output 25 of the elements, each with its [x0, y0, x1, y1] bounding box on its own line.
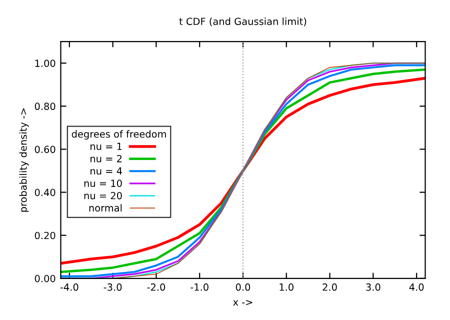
x-tick-label: -2.0	[147, 283, 166, 291]
x-tick-label: -4.0	[60, 283, 78, 291]
legend-label: nu = 2	[90, 154, 122, 162]
x-tick-label: 0.0	[236, 283, 250, 291]
y-tick-label: 0.60	[34, 146, 56, 154]
legend-label: nu = 1	[90, 142, 122, 150]
x-axis-title: x ->	[233, 300, 252, 306]
legend-label: normal	[89, 204, 122, 212]
legend-label: nu = 4	[90, 167, 122, 175]
legend-label: nu = 20	[84, 192, 122, 200]
y-tick-label: 0.00	[34, 274, 56, 282]
x-tick-label: -3.0	[104, 283, 122, 291]
x-tick-label: 3.0	[366, 283, 380, 291]
y-tick-label: 0.80	[34, 102, 56, 110]
y-axis-title: probability density ->	[19, 108, 29, 212]
x-tick-label: 4.0	[409, 283, 424, 291]
legend-title: degrees of freedom	[72, 130, 166, 140]
x-tick-label: 1.0	[280, 283, 294, 291]
y-tick-label: 0.40	[34, 188, 56, 196]
x-tick-label: 2.0	[322, 283, 337, 291]
legend-label: nu = 10	[84, 180, 122, 187]
y-tick-label: 1.00	[35, 60, 56, 67]
y-tick-label: 0.20	[34, 232, 56, 240]
x-tick-label: -1.0	[190, 283, 208, 291]
chart-title: t CDF (and Gaussian limit)	[179, 18, 306, 26]
